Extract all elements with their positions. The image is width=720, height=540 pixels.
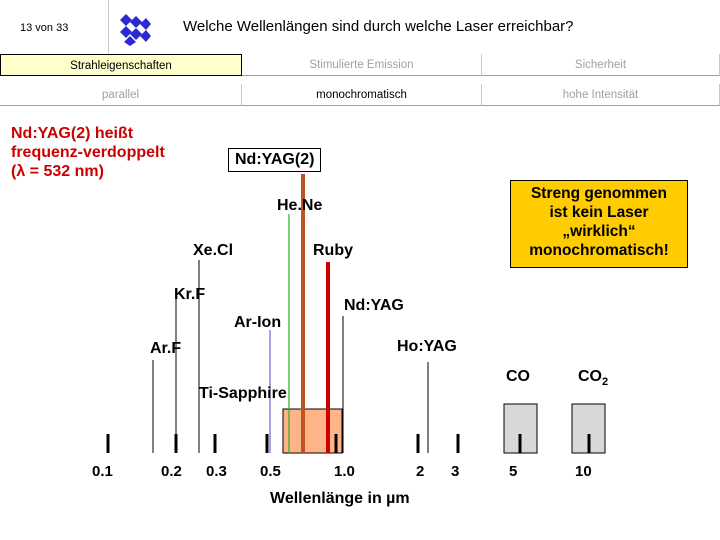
note-line: monochromatisch! [529, 242, 669, 259]
tick-label: 0.3 [206, 463, 227, 480]
tick-label: 0.2 [161, 463, 182, 480]
tab-label: Stimulierte Emission [309, 59, 414, 71]
note-line: „wirklich“ [562, 223, 636, 240]
co2-base: CO [578, 368, 602, 385]
lambda-symbol: λ [16, 163, 26, 180]
subtab-label: monochromatisch [316, 89, 407, 101]
tab-strahleigenschaften[interactable]: Strahleigenschaften [0, 54, 242, 76]
wavelength-value: = 532 nm) [25, 163, 104, 180]
label-ndyag: Nd:YAG [344, 297, 404, 314]
tick-label: 5 [509, 463, 518, 480]
axis-label-prefix: Wellenlänge in [270, 490, 387, 507]
label-krf: Kr.F [174, 286, 206, 303]
subtab-parallel[interactable]: parallel [0, 84, 242, 106]
axis-label-unit: m [395, 490, 410, 507]
logo-icon [120, 14, 151, 46]
note-line: Streng genommen [530, 185, 668, 202]
label-hene: He.Ne [277, 197, 323, 214]
subtab-label: hohe Intensität [562, 89, 639, 101]
tisapphire-range-box [282, 408, 343, 454]
label-hoyag: Ho:YAG [397, 338, 457, 355]
ndyag2-explanation-line3: (λ = 532 nm) [11, 162, 165, 181]
tick-label: 10 [575, 463, 592, 480]
note-line: ist kein Laser [549, 204, 649, 221]
tab-label: Sicherheit [574, 59, 627, 71]
paren-open: ( [11, 163, 17, 180]
tick-label: 3 [451, 463, 460, 480]
ndyag2-explanation-line2: frequenz-verdoppelt [11, 144, 165, 161]
tab-stimulierte-emission[interactable]: Stimulierte Emission [242, 54, 482, 76]
co2-subscript: 2 [602, 376, 609, 389]
label-xecl: Xe.Cl [193, 242, 234, 259]
tick-label: 1.0 [334, 463, 355, 480]
label-co2: CO2 [578, 368, 608, 388]
axis-label: Wellenlänge in µm [270, 490, 410, 508]
label-co: CO [506, 368, 530, 385]
subtab-label: parallel [101, 89, 140, 101]
tick-label: 2 [416, 463, 425, 480]
label-arion: Ar-Ion [234, 314, 282, 331]
note-box: Streng genommen ist kein Laser „wirklich… [510, 180, 688, 268]
tab-label: Strahleigenschaften [70, 60, 172, 72]
mu-symbol: µ [386, 490, 396, 507]
tick-label: 0.5 [260, 463, 281, 480]
page-title: Welche Wellenlängen sind durch welche La… [183, 18, 574, 35]
ndyag2-label-box: Nd:YAG(2) [228, 148, 322, 172]
ndyag2-explanation: Nd:YAG(2) heißt frequenz-verdoppelt (λ =… [11, 124, 165, 181]
page-counter: 13 von 33 [20, 22, 69, 34]
co-range-box [503, 403, 538, 454]
label-tisapphire: Ti-Sapphire [199, 385, 287, 402]
label-arf: Ar.F [150, 340, 182, 357]
ndyag2-explanation-line1: Nd:YAG(2) heißt [11, 125, 134, 142]
subtab-monochromatisch[interactable]: monochromatisch [242, 84, 482, 106]
tick-label: 0.1 [92, 463, 113, 480]
label-ruby: Ruby [313, 242, 353, 259]
